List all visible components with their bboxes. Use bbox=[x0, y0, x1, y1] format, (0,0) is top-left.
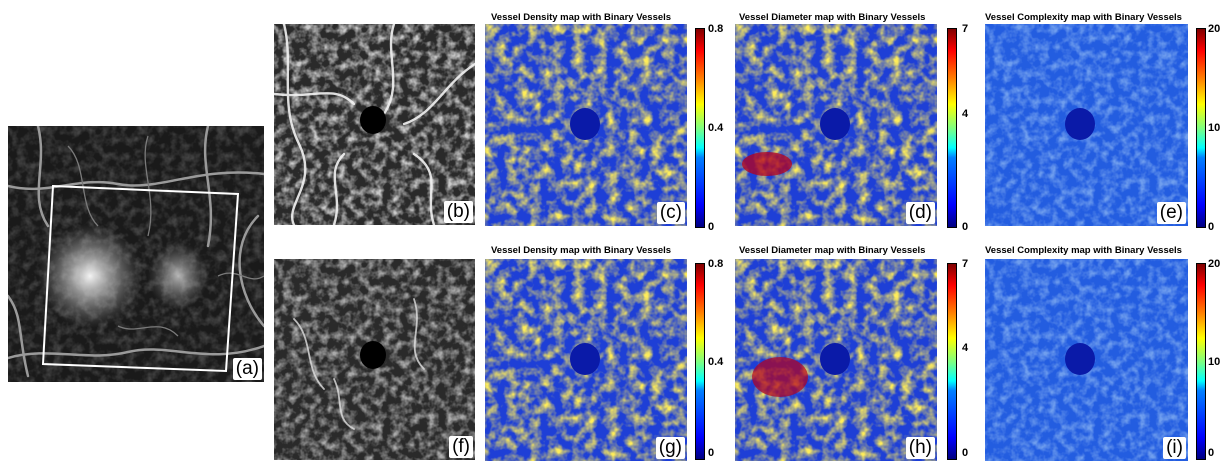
fundus-angiogram-panel: (a) bbox=[8, 126, 264, 382]
density-tick-min: 0 bbox=[708, 447, 715, 459]
diameter-map-row1: (d) bbox=[735, 24, 937, 226]
diameter-tick-max: 7 bbox=[962, 23, 969, 35]
panel-label-f: (f) bbox=[449, 436, 473, 458]
density-colorbar-row2 bbox=[695, 263, 705, 460]
complexity-colorbar-row2 bbox=[1196, 263, 1206, 460]
diameter-tick-min: 0 bbox=[962, 447, 969, 459]
diameter-map-image bbox=[735, 24, 937, 226]
octa-grayscale-image bbox=[274, 24, 475, 225]
diameter-tick-mid: 4 bbox=[962, 342, 969, 354]
complexity-tick-min: 0 bbox=[1208, 447, 1215, 459]
density-tick-max: 0.8 bbox=[708, 258, 724, 270]
density-tick-max: 0.8 bbox=[708, 23, 724, 35]
complexity-tick-max: 20 bbox=[1208, 23, 1221, 35]
complexity-map-row2: (i) bbox=[985, 259, 1188, 461]
density-colorbar-row1 bbox=[695, 28, 705, 228]
density-tick-mid: 0.4 bbox=[708, 122, 724, 134]
diameter-tick-min: 0 bbox=[962, 221, 969, 233]
density-map-row1: (c) bbox=[485, 24, 687, 226]
panel-label-d: (d) bbox=[905, 202, 935, 224]
diameter-colorbar-row1 bbox=[947, 28, 957, 228]
diameter-tick-mid: 4 bbox=[962, 108, 969, 120]
diameter-map-image bbox=[735, 259, 937, 461]
density-title-row2: Vessel Density map with Binary Vessels bbox=[491, 245, 672, 256]
panel-label-h: (h) bbox=[905, 437, 935, 459]
complexity-tick-min: 0 bbox=[1208, 221, 1215, 233]
density-tick-mid: 0.4 bbox=[708, 356, 724, 368]
diameter-title-row1: Vessel Diameter map with Binary Vessels bbox=[739, 12, 926, 23]
panel-label-b: (b) bbox=[443, 201, 473, 223]
density-map-row2: (g) bbox=[485, 259, 687, 461]
complexity-map-row1: (e) bbox=[985, 24, 1188, 226]
panel-label-e: (e) bbox=[1156, 202, 1186, 224]
density-title-row1: Vessel Density map with Binary Vessels bbox=[491, 12, 672, 23]
complexity-map-image bbox=[985, 259, 1188, 461]
octa-image-row1: (b) bbox=[274, 24, 475, 225]
complexity-title-row2: Vessel Complexity map with Binary Vessel… bbox=[985, 245, 1182, 256]
complexity-tick-mid: 10 bbox=[1208, 356, 1221, 368]
density-map-image bbox=[485, 259, 687, 461]
panel-label-c: (c) bbox=[656, 202, 685, 224]
complexity-map-image bbox=[985, 24, 1188, 226]
complexity-tick-mid: 10 bbox=[1208, 122, 1221, 134]
panel-label-g: (g) bbox=[655, 437, 685, 459]
octa-grayscale-image bbox=[274, 259, 475, 460]
panel-label-i: (i) bbox=[1163, 437, 1186, 459]
density-map-image bbox=[485, 24, 687, 226]
density-tick-min: 0 bbox=[708, 221, 715, 233]
complexity-title-row1: Vessel Complexity map with Binary Vessel… bbox=[985, 12, 1182, 23]
complexity-tick-max: 20 bbox=[1208, 258, 1221, 270]
diameter-tick-max: 7 bbox=[962, 258, 969, 270]
diameter-map-row2: (h) bbox=[735, 259, 937, 461]
octa-image-row2: (f) bbox=[274, 259, 475, 460]
diameter-title-row2: Vessel Diameter map with Binary Vessels bbox=[739, 245, 926, 256]
complexity-colorbar-row1 bbox=[1196, 28, 1206, 228]
panel-label-a: (a) bbox=[232, 358, 262, 380]
fundus-angiogram-image bbox=[8, 126, 264, 382]
diameter-colorbar-row2 bbox=[947, 263, 957, 460]
